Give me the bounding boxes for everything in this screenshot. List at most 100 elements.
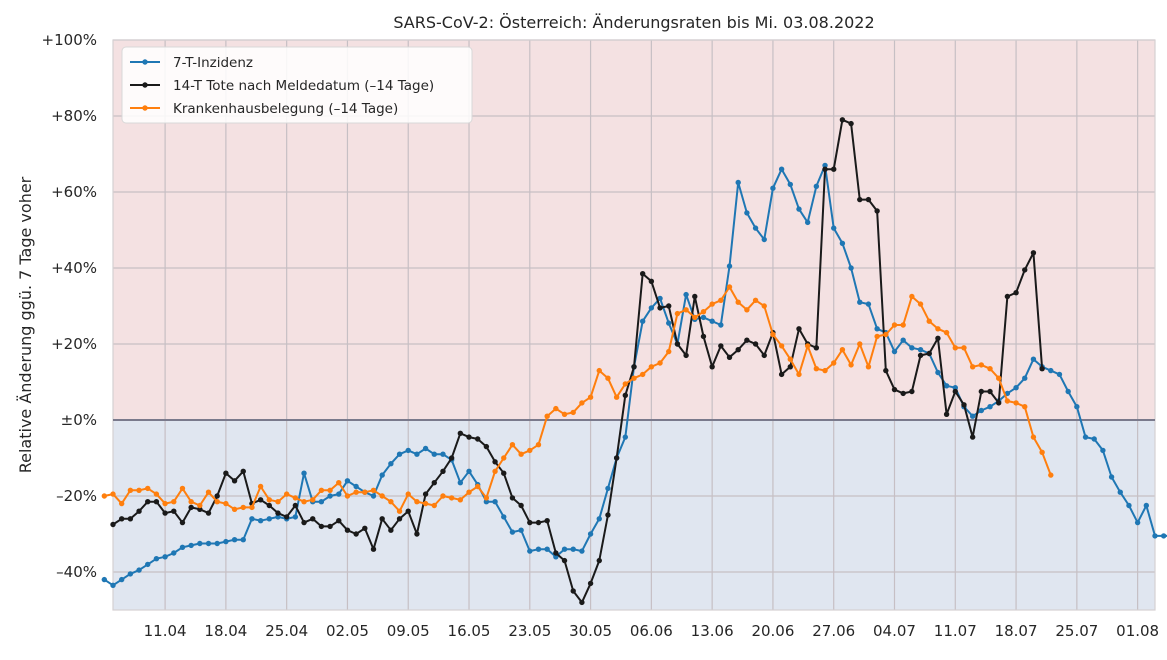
data-point: [822, 162, 828, 169]
data-point: [952, 345, 958, 351]
data-point: [692, 293, 698, 300]
data-point: [483, 499, 490, 505]
data-point: [666, 320, 672, 326]
data-point: [509, 529, 516, 535]
x-tick-label: 16.05: [448, 622, 491, 640]
y-axis-label: Relative Änderung ggü. 7 Tage voher: [16, 176, 35, 473]
data-point: [440, 451, 446, 457]
data-point: [240, 504, 246, 511]
data-point: [414, 531, 420, 537]
data-point: [214, 540, 220, 547]
data-point: [448, 455, 455, 461]
data-point: [631, 375, 637, 381]
data-point: [214, 493, 220, 499]
data-point: [110, 491, 116, 497]
data-point: [744, 307, 750, 313]
data-point: [1048, 472, 1054, 478]
data-point: [1030, 434, 1037, 440]
data-point: [414, 499, 420, 505]
data-point: [344, 493, 351, 499]
data-point: [761, 303, 767, 309]
data-point: [900, 322, 906, 328]
series-1: [101, 162, 1167, 588]
data-point: [422, 445, 429, 452]
data-point: [952, 385, 958, 391]
data-point: [891, 348, 898, 355]
data-point: [857, 299, 863, 305]
data-point: [969, 364, 976, 370]
data-point: [292, 495, 299, 501]
data-point: [118, 576, 125, 583]
data-point: [961, 402, 967, 408]
data-point: [943, 411, 950, 417]
data-point: [475, 436, 481, 442]
data-point: [726, 284, 733, 290]
data-point: [518, 451, 524, 457]
data-point: [336, 518, 342, 524]
data-point: [527, 447, 533, 454]
data-point: [527, 548, 533, 554]
data-point: [996, 400, 1002, 406]
data-point: [718, 322, 724, 328]
data-point: [431, 451, 437, 457]
data-point: [266, 516, 272, 522]
data-point: [752, 297, 759, 303]
data-point: [318, 487, 325, 493]
data-point: [813, 366, 820, 372]
data-point: [396, 508, 403, 514]
data-point: [257, 497, 264, 503]
data-point: [231, 506, 238, 512]
data-point: [214, 499, 220, 505]
data-point: [778, 343, 785, 349]
data-point: [405, 447, 411, 454]
data-point: [275, 514, 281, 520]
data-point: [831, 166, 837, 172]
data-point: [657, 295, 663, 302]
data-point: [579, 599, 585, 606]
data-point: [865, 364, 872, 370]
data-point: [370, 546, 377, 552]
data-point: [231, 478, 238, 484]
data-point: [752, 225, 759, 231]
data-point: [935, 369, 941, 376]
data-point: [362, 489, 368, 495]
data-point: [735, 299, 741, 305]
data-point: [561, 546, 568, 552]
data-point: [1022, 267, 1028, 273]
data-point: [605, 485, 611, 492]
data-point: [518, 527, 524, 533]
data-point: [1039, 366, 1045, 372]
data-point: [197, 540, 203, 547]
data-point: [1065, 388, 1071, 395]
data-point: [162, 500, 168, 507]
data-point: [1143, 502, 1150, 509]
data-point: [1013, 385, 1019, 391]
data-point: [1091, 436, 1097, 442]
data-point: [622, 381, 629, 387]
data-point: [761, 236, 767, 243]
data-point: [874, 333, 880, 340]
y-tick-label: ±0%: [61, 411, 97, 429]
data-point: [145, 499, 151, 505]
data-point: [917, 352, 924, 359]
data-point: [709, 318, 715, 324]
data-point: [292, 502, 299, 509]
data-point: [118, 500, 125, 507]
data-point: [518, 502, 524, 509]
data-point: [648, 305, 655, 311]
data-point: [344, 478, 351, 484]
data-point: [483, 443, 490, 450]
data-point: [943, 329, 950, 336]
data-point: [145, 561, 151, 568]
data-point: [353, 489, 359, 495]
data-point: [978, 388, 985, 395]
data-point: [1160, 533, 1167, 539]
y-tick-label: +20%: [51, 335, 97, 353]
data-point: [770, 185, 776, 191]
data-point: [379, 516, 385, 522]
data-point: [370, 487, 377, 493]
data-point: [822, 166, 828, 172]
data-point: [570, 588, 576, 594]
data-point: [205, 510, 212, 516]
data-point: [422, 491, 429, 497]
